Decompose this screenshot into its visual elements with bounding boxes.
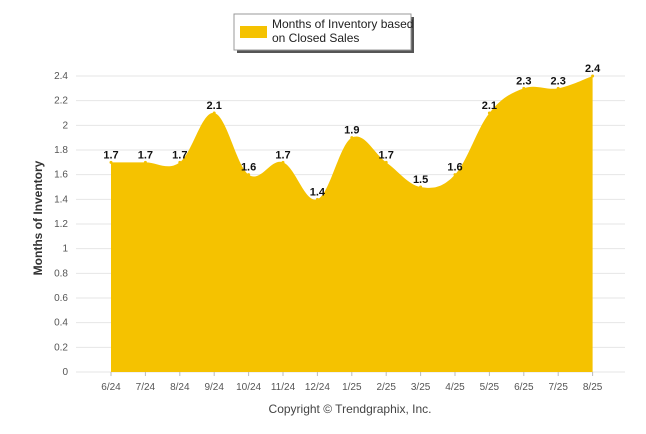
data-label: 1.5 xyxy=(413,174,428,186)
legend-swatch xyxy=(240,26,267,38)
x-tick-label: 8/24 xyxy=(170,382,190,393)
data-point xyxy=(591,74,595,78)
data-point xyxy=(350,136,354,140)
data-point xyxy=(315,197,319,201)
y-tick-label: 1.2 xyxy=(54,219,68,230)
y-tick-label: 0.8 xyxy=(54,268,68,279)
x-tick-label: 5/25 xyxy=(480,382,500,393)
x-tick-label: 3/25 xyxy=(411,382,431,393)
x-tick-label: 10/24 xyxy=(236,382,261,393)
y-tick-label: 1 xyxy=(62,244,68,255)
x-tick-label: 11/24 xyxy=(271,382,296,393)
y-tick-label: 1.6 xyxy=(54,170,68,181)
data-point xyxy=(556,86,560,90)
data-label: 1.4 xyxy=(310,186,326,198)
x-tick-label: 9/24 xyxy=(204,382,224,393)
x-tick-label: 7/25 xyxy=(548,382,568,393)
data-label: 2.4 xyxy=(585,63,601,75)
y-axis-title: Months of Inventory xyxy=(31,160,45,275)
data-points xyxy=(109,74,595,201)
y-tick-label: 0.6 xyxy=(54,293,68,304)
data-point xyxy=(487,111,491,115)
copyright-text: Copyright © Trendgraphix, Inc. xyxy=(269,402,432,416)
y-axis-ticks: 0 0.2 0.4 0.6 0.8 1 1.2 1.4 1.6 1.8 2 2.2 2.4 xyxy=(54,71,68,378)
y-tick-label: 0.4 xyxy=(54,318,68,329)
y-tick-label: 0.2 xyxy=(54,342,68,353)
y-tick-label: 2 xyxy=(62,120,68,131)
x-tick-label: 12/24 xyxy=(305,382,330,393)
legend-label-line1: Months of Inventory based xyxy=(272,17,413,31)
y-tick-label: 2.4 xyxy=(54,71,68,82)
data-label: 1.7 xyxy=(138,149,153,161)
legend: Months of Inventory based on Closed Sale… xyxy=(233,13,414,53)
data-label: 1.7 xyxy=(172,149,187,161)
x-axis-ticks: 6/24 7/24 8/24 9/24 10/24 11/24 12/24 1/25 2/25 3… xyxy=(101,372,603,393)
data-label: 1.6 xyxy=(241,162,256,174)
area-series xyxy=(111,76,593,372)
data-label: 2.3 xyxy=(516,75,531,87)
data-point xyxy=(453,173,457,177)
data-point xyxy=(281,160,285,164)
y-tick-label: 1.4 xyxy=(54,194,68,205)
x-tick-label: 4/25 xyxy=(445,382,465,393)
y-tick-label: 2.2 xyxy=(54,96,68,107)
data-point xyxy=(247,173,251,177)
x-tick-label: 8/25 xyxy=(583,382,603,393)
data-labels: 1.7 1.7 1.7 2.1 1.6 1.7 1.4 1.9 1.7 1.5 1.6 2.1 2.3 2… xyxy=(103,63,601,198)
data-label: 2.3 xyxy=(551,75,566,87)
data-point xyxy=(109,160,113,164)
x-tick-label: 2/25 xyxy=(376,382,396,393)
data-label: 2.1 xyxy=(207,100,222,112)
data-label: 1.6 xyxy=(447,162,462,174)
legend-label-line2: on Closed Sales xyxy=(272,31,359,45)
data-point xyxy=(522,86,526,90)
x-tick-label: 6/25 xyxy=(514,382,534,393)
data-label: 1.9 xyxy=(344,125,359,137)
x-tick-label: 7/24 xyxy=(136,382,156,393)
x-tick-label: 1/25 xyxy=(342,382,362,393)
data-label: 2.1 xyxy=(482,100,497,112)
y-tick-label: 1.8 xyxy=(54,145,68,156)
data-point xyxy=(178,160,182,164)
data-point xyxy=(419,185,423,189)
y-tick-label: 0 xyxy=(62,367,68,378)
data-point xyxy=(143,160,147,164)
data-point xyxy=(212,111,216,115)
data-label: 1.7 xyxy=(275,149,290,161)
data-point xyxy=(384,160,388,164)
data-label: 1.7 xyxy=(103,149,118,161)
x-tick-label: 6/24 xyxy=(101,382,121,393)
data-label: 1.7 xyxy=(379,149,394,161)
